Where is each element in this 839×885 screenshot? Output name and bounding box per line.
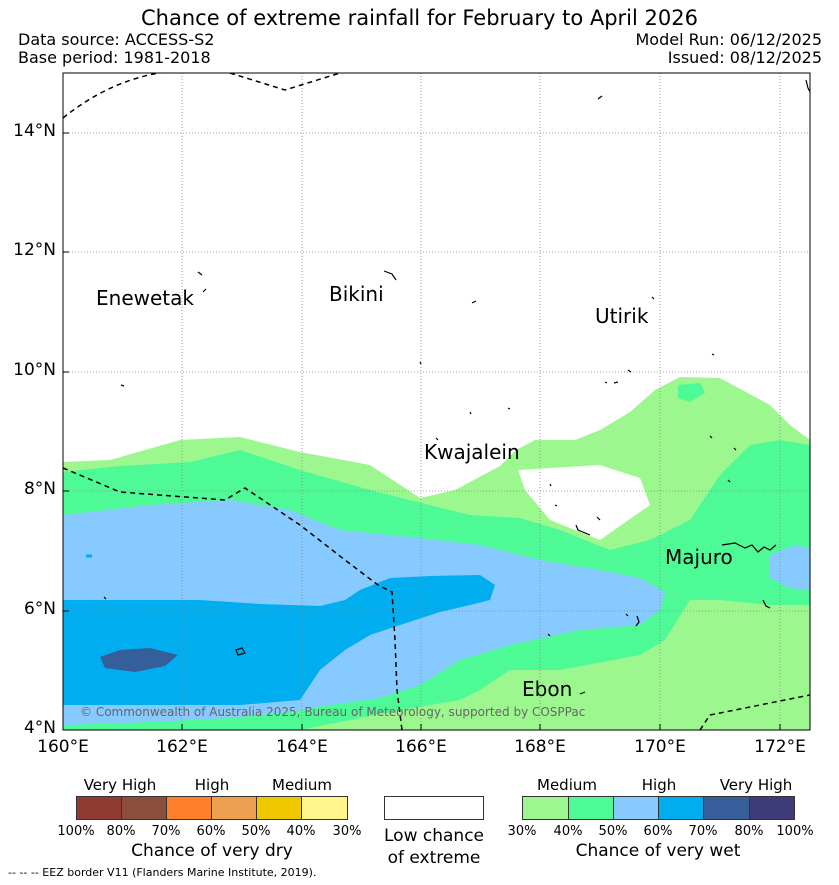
dry-category-medium: Medium [272, 776, 332, 794]
wet-swatch-40-50 [568, 796, 614, 820]
wet-legend-label: Chance of very wet [575, 841, 741, 861]
dry-category-high: High [194, 776, 230, 794]
lat-label-4n: 4°N [23, 718, 56, 738]
wet-tick-60: 60% [643, 824, 673, 839]
eez-border [63, 73, 810, 730]
wet-swatch-50-60 [613, 796, 659, 820]
issued-date: Issued: 08/12/2025 [667, 48, 822, 67]
wet-tick-50: 50% [598, 824, 628, 839]
wet-tick-70: 70% [688, 824, 718, 839]
dry-swatch-40-30 [301, 796, 348, 820]
place-kwajalein: Kwajalein [424, 440, 520, 464]
dry-swatch-50-40 [256, 796, 302, 820]
dry-swatch-70-60 [166, 796, 212, 820]
place-majuro: Majuro [665, 545, 733, 569]
dry-swatch-100-80 [76, 796, 122, 820]
wet-swatch-60-70 [658, 796, 704, 820]
island-outlines [103, 79, 810, 695]
lat-label-12n: 12°N [13, 240, 56, 260]
wet-category-high: High [641, 776, 677, 794]
low-chance-label-line2: of extreme [387, 848, 481, 868]
base-period: Base period: 1981-2018 [18, 48, 211, 67]
lon-label-166e: 166°E [395, 737, 447, 757]
dry-tick-40: 40% [286, 824, 316, 839]
data-source: Data source: ACCESS-S2 [18, 30, 215, 49]
dry-legend-label: Chance of very dry [131, 841, 293, 861]
dry-tick-60: 60% [196, 824, 226, 839]
dry-swatch-60-50 [211, 796, 257, 820]
wet-category-medium: Medium [537, 776, 597, 794]
lon-label-170e: 170°E [634, 737, 686, 757]
wet-70-region [100, 648, 178, 672]
dry-tick-100: 100% [57, 824, 95, 839]
copyright-notice: © Commonwealth of Australia 2025, Bureau… [80, 705, 586, 719]
wet-tick-80: 80% [734, 824, 764, 839]
lat-label-10n: 10°N [13, 360, 56, 380]
wet-60-region [63, 575, 495, 705]
wet-tick-30: 30% [507, 824, 537, 839]
wet-category-very-high: Very High [719, 776, 793, 794]
low-chance-swatch [384, 796, 484, 820]
place-bikini: Bikini [329, 282, 384, 306]
lon-label-164e: 164°E [276, 737, 328, 757]
place-enewetak: Enewetak [96, 286, 194, 310]
wet-swatch-80-100 [749, 796, 795, 820]
lon-label-162e: 162°E [156, 737, 208, 757]
low-chance-label-line1: Low chance [384, 826, 484, 846]
wet-tick-40: 40% [553, 824, 583, 839]
wet-swatch-70-80 [703, 796, 750, 820]
model-run: Model Run: 06/12/2025 [635, 30, 823, 49]
lat-label-6n: 6°N [23, 599, 56, 619]
dry-tick-80: 80% [106, 824, 136, 839]
dry-swatch-80-70 [121, 796, 167, 820]
lon-label-160e: 160°E [37, 737, 89, 757]
lat-label-8n: 8°N [23, 479, 56, 499]
lon-label-168e: 168°E [514, 737, 566, 757]
dry-tick-50: 50% [241, 824, 271, 839]
place-utirik: Utirik [595, 304, 649, 328]
dry-tick-30: 30% [332, 824, 362, 839]
lat-label-14n: 14°N [13, 121, 56, 141]
place-ebon: Ebon [522, 677, 573, 701]
wet-tick-100: 100% [776, 824, 814, 839]
eez-footnote: -- -- -- EEZ border V11 (Flanders Marine… [8, 866, 317, 879]
lon-label-172e: 172°E [754, 737, 806, 757]
dry-category-very-high: Very High [83, 776, 157, 794]
page-title: Chance of extreme rainfall for February … [141, 6, 698, 30]
wet-swatch-30-40 [522, 796, 569, 820]
dry-tick-70: 70% [151, 824, 181, 839]
map-frame [62, 72, 811, 731]
